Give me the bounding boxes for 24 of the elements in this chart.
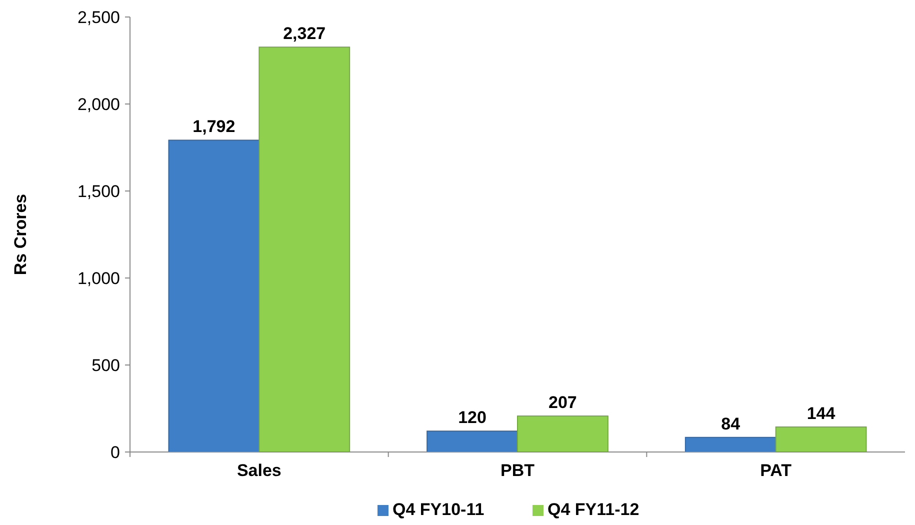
legend-label: Q4 FY11-12 — [548, 500, 640, 519]
text: 2,327 — [283, 24, 326, 44]
bar — [258, 46, 350, 452]
text: 207 — [548, 392, 577, 412]
y-tick-label: 500 — [92, 356, 120, 375]
text: 144 — [806, 404, 836, 423]
bar — [517, 415, 608, 452]
bar — [426, 430, 518, 452]
bar — [168, 140, 260, 452]
y-tick-label: 1,500 — [77, 182, 120, 201]
y-axis-title: Rs Crores — [11, 194, 30, 276]
text: 1,792 — [192, 117, 236, 136]
text: 84 — [721, 414, 740, 434]
text: 120 — [458, 408, 486, 428]
bar — [775, 426, 867, 452]
x-tick-label: Sales — [236, 461, 282, 480]
bar — [684, 436, 776, 452]
y-tick-label: 0 — [110, 442, 120, 462]
y-tick-label: 2,000 — [77, 94, 120, 114]
y-tick-label: 2,500 — [77, 8, 120, 27]
y-tick-label: 1,000 — [77, 268, 120, 288]
x-tick-label: PAT — [760, 461, 792, 480]
legend-label: Q4 FY10-11 — [392, 500, 484, 519]
x-tick-label: PBT — [500, 461, 536, 480]
